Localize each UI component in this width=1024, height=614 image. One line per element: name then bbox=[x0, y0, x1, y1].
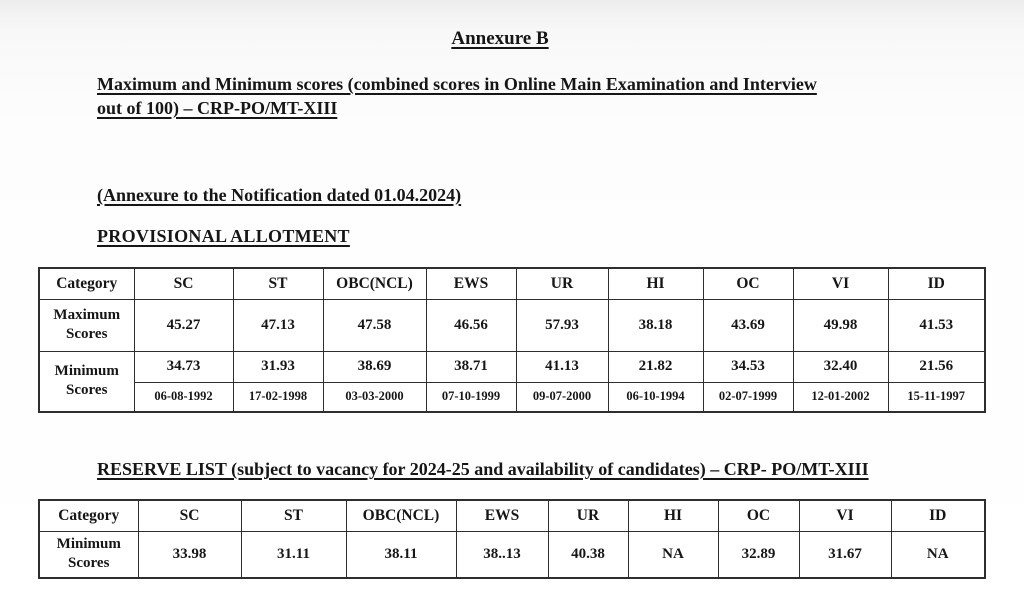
provisional-allotment-heading: PROVISIONAL ALLOTMENT bbox=[97, 226, 350, 246]
reserve-min-score-id: NA bbox=[890, 530, 986, 579]
reserve-min-score-oc: 32.89 bbox=[717, 530, 800, 579]
column-header-st: ST bbox=[240, 499, 347, 532]
column-header-sc: SC bbox=[137, 499, 242, 532]
min-score-st: 31.93 bbox=[232, 350, 324, 383]
min-score-id: 21.56 bbox=[887, 350, 986, 383]
column-header-obc: OBC(NCL) bbox=[345, 499, 457, 532]
column-header-category: Category bbox=[38, 499, 139, 532]
min-date-oc: 02-07-1999 bbox=[702, 381, 794, 413]
min-score-hi: 21.82 bbox=[607, 350, 704, 383]
min-date-st: 17-02-1998 bbox=[232, 381, 324, 413]
subtitle-line-2: out of 100) – CRP-PO/MT-XIII bbox=[97, 98, 338, 118]
min-date-vi: 12-01-2002 bbox=[792, 381, 889, 413]
max-score-ur: 57.93 bbox=[515, 298, 609, 352]
column-header-sc: SC bbox=[133, 267, 234, 300]
column-header-ur: UR bbox=[547, 499, 629, 532]
max-score-obc: 47.58 bbox=[322, 298, 427, 352]
min-score-vi: 32.40 bbox=[792, 350, 889, 383]
min-score-ews: 38.71 bbox=[425, 350, 517, 383]
provisional-allotment-table: Category SC ST OBC(NCL) EWS UR HI OC VI … bbox=[38, 267, 986, 413]
reserve-list-table: Category SC ST OBC(NCL) EWS UR HI OC VI … bbox=[38, 499, 986, 579]
row-label-maximum-scores: Maximum Scores bbox=[38, 298, 135, 352]
row-label-minimum-scores: Minimum Scores bbox=[38, 530, 139, 579]
subtitle-line-1: Maximum and Minimum scores (combined sco… bbox=[97, 74, 817, 94]
document-subtitle: Maximum and Minimum scores (combined sco… bbox=[97, 72, 817, 120]
min-date-ews: 07-10-1999 bbox=[425, 381, 517, 413]
min-date-id: 15-11-1997 bbox=[887, 381, 986, 413]
table-header-row: Category SC ST OBC(NCL) EWS UR HI OC VI … bbox=[38, 499, 986, 532]
max-score-oc: 43.69 bbox=[702, 298, 794, 352]
reserve-min-score-ur: 40.38 bbox=[547, 530, 629, 579]
maximum-scores-row: Maximum Scores 45.27 47.13 47.58 46.56 5… bbox=[38, 298, 986, 352]
max-score-hi: 38.18 bbox=[607, 298, 704, 352]
min-score-sc: 34.73 bbox=[133, 350, 234, 383]
column-header-st: ST bbox=[232, 267, 324, 300]
column-header-ur: UR bbox=[515, 267, 609, 300]
max-score-id: 41.53 bbox=[887, 298, 986, 352]
min-date-hi: 06-10-1994 bbox=[607, 381, 704, 413]
column-header-hi: HI bbox=[607, 267, 704, 300]
min-date-obc: 03-03-2000 bbox=[322, 381, 427, 413]
min-score-ur: 41.13 bbox=[515, 350, 609, 383]
minimum-dates-row: 06-08-1992 17-02-1998 03-03-2000 07-10-1… bbox=[39, 381, 986, 413]
column-header-ews: EWS bbox=[425, 267, 517, 300]
page-title: Annexure B bbox=[451, 28, 549, 49]
min-date-sc: 06-08-1992 bbox=[133, 381, 234, 413]
column-header-oc: OC bbox=[717, 499, 800, 532]
table-header-row: Category SC ST OBC(NCL) EWS UR HI OC VI … bbox=[38, 267, 986, 300]
reserve-min-score-sc: 33.98 bbox=[137, 530, 242, 579]
column-header-vi: VI bbox=[792, 267, 889, 300]
max-score-ews: 46.56 bbox=[425, 298, 517, 352]
column-header-vi: VI bbox=[798, 499, 892, 532]
column-header-id: ID bbox=[887, 267, 986, 300]
column-header-oc: OC bbox=[702, 267, 794, 300]
min-score-obc: 38.69 bbox=[322, 350, 427, 383]
minimum-scores-row: Minimum Scores 33.98 31.11 38.11 38..13 … bbox=[38, 530, 986, 579]
reserve-min-score-ews: 38..13 bbox=[455, 530, 549, 579]
row-label-minimum-scores: Minimum Scores bbox=[38, 350, 135, 413]
annexure-note: (Annexure to the Notification dated 01.0… bbox=[97, 185, 462, 205]
column-header-hi: HI bbox=[627, 499, 719, 532]
column-header-id: ID bbox=[890, 499, 986, 532]
reserve-min-score-st: 31.11 bbox=[240, 530, 347, 579]
max-score-st: 47.13 bbox=[232, 298, 324, 352]
min-date-ur: 09-07-2000 bbox=[515, 381, 609, 413]
max-score-vi: 49.98 bbox=[792, 298, 889, 352]
minimum-scores-row: Minimum Scores 34.73 31.93 38.69 38.71 4… bbox=[38, 350, 986, 413]
reserve-min-score-hi: NA bbox=[627, 530, 719, 579]
column-header-obc: OBC(NCL) bbox=[322, 267, 427, 300]
max-score-sc: 45.27 bbox=[133, 298, 234, 352]
reserve-list-heading: RESERVE LIST (subject to vacancy for 202… bbox=[97, 459, 869, 479]
min-score-oc: 34.53 bbox=[702, 350, 794, 383]
column-header-category: Category bbox=[38, 267, 135, 300]
reserve-min-score-vi: 31.67 bbox=[798, 530, 892, 579]
column-header-ews: EWS bbox=[455, 499, 549, 532]
reserve-min-score-obc: 38.11 bbox=[345, 530, 457, 579]
